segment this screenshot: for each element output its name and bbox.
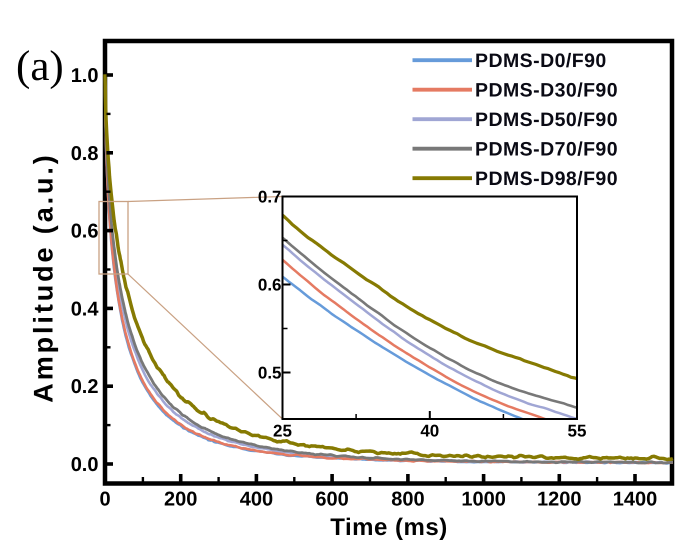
svg-text:1.0: 1.0 bbox=[71, 65, 99, 87]
svg-text:55: 55 bbox=[568, 422, 587, 441]
svg-text:1200: 1200 bbox=[537, 489, 582, 511]
svg-text:0.6: 0.6 bbox=[71, 221, 99, 243]
svg-text:PDMS-D50/F90: PDMS-D50/F90 bbox=[475, 109, 618, 131]
svg-text:PDMS-D70/F90: PDMS-D70/F90 bbox=[475, 139, 618, 161]
svg-text:1000: 1000 bbox=[461, 489, 506, 511]
svg-text:600: 600 bbox=[315, 489, 348, 511]
svg-text:400: 400 bbox=[240, 489, 273, 511]
svg-text:PDMS-D98/F90: PDMS-D98/F90 bbox=[475, 168, 618, 190]
svg-text:800: 800 bbox=[391, 489, 424, 511]
svg-text:0.6: 0.6 bbox=[258, 276, 282, 295]
svg-text:1400: 1400 bbox=[613, 489, 658, 511]
svg-text:Amplitude (a.u.): Amplitude (a.u.) bbox=[29, 152, 59, 402]
svg-text:0.0: 0.0 bbox=[71, 454, 99, 476]
svg-text:0: 0 bbox=[99, 489, 110, 511]
svg-text:PDMS-D0/F90: PDMS-D0/F90 bbox=[475, 50, 607, 72]
svg-text:200: 200 bbox=[164, 489, 197, 511]
svg-text:(a): (a) bbox=[16, 43, 64, 90]
svg-text:0.8: 0.8 bbox=[71, 143, 99, 165]
svg-text:0.2: 0.2 bbox=[71, 376, 99, 398]
svg-text:Time (ms): Time (ms) bbox=[330, 514, 447, 541]
svg-text:40: 40 bbox=[420, 422, 439, 441]
svg-text:PDMS-D30/F90: PDMS-D30/F90 bbox=[475, 80, 618, 102]
svg-text:0.7: 0.7 bbox=[258, 188, 282, 207]
svg-text:0.5: 0.5 bbox=[258, 364, 282, 383]
svg-text:0.4: 0.4 bbox=[71, 298, 100, 320]
svg-text:25: 25 bbox=[273, 422, 292, 441]
